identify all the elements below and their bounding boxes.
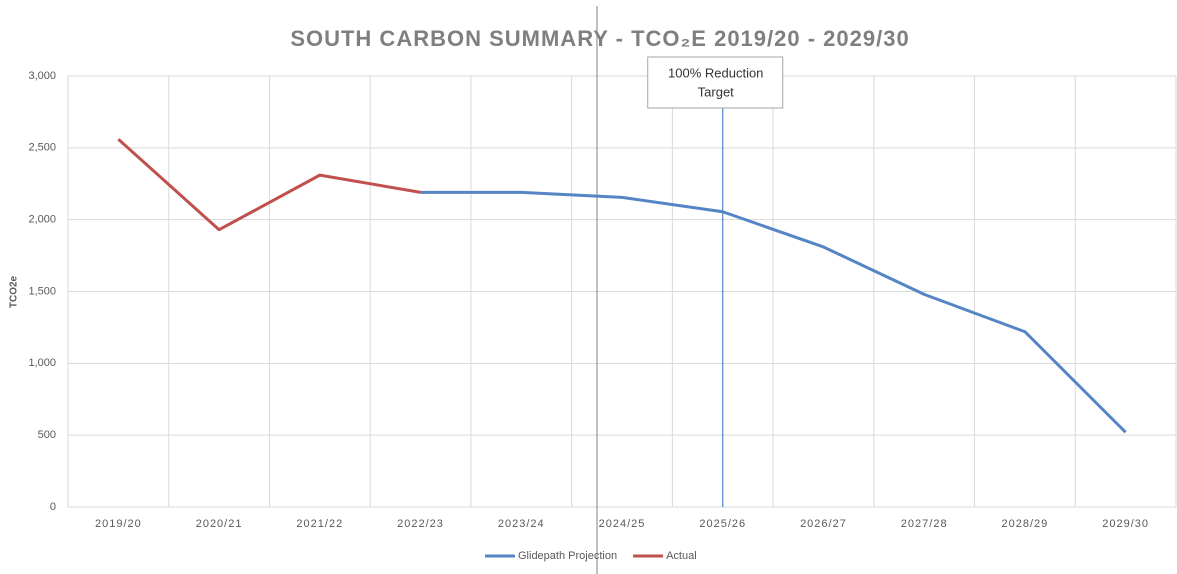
annotation-box [647,56,784,109]
x-tick-label: 2019/20 [95,518,142,530]
annotation-text: Target [698,84,735,99]
series-line [420,190,1127,434]
y-tick-label: 0 [50,501,56,513]
x-tick-label: 2024/25 [599,518,646,530]
x-tick-label: 2027/28 [901,518,948,530]
y-tick-label: 1,000 [28,357,56,369]
annotation-text: 100% Reduction [668,65,763,80]
series-line [117,138,421,232]
x-tick-label: 2025/26 [699,518,746,530]
x-tick-label: 2020/21 [196,518,243,530]
y-tick-label: 3,000 [28,70,56,82]
legend-label: Glidepath Projection [518,550,617,562]
y-axis-label: TCO2e [9,275,20,308]
chart-title: SOUTH CARBON SUMMARY - TCO₂E 2019/20 - 2… [290,26,909,51]
x-tick-label: 2026/27 [800,518,847,530]
x-tick-label: 2028/29 [1002,518,1049,530]
y-tick-label: 1,500 [28,285,56,297]
x-tick-label: 2029/30 [1102,518,1149,530]
y-tick-label: 500 [38,429,56,441]
x-tick-label: 2023/24 [498,518,545,530]
y-tick-label: 2,500 [28,142,56,154]
legend-label: Actual [666,550,697,562]
y-tick-label: 2,000 [28,214,56,226]
x-tick-label: 2022/23 [397,518,444,530]
x-tick-label: 2021/22 [296,518,343,530]
